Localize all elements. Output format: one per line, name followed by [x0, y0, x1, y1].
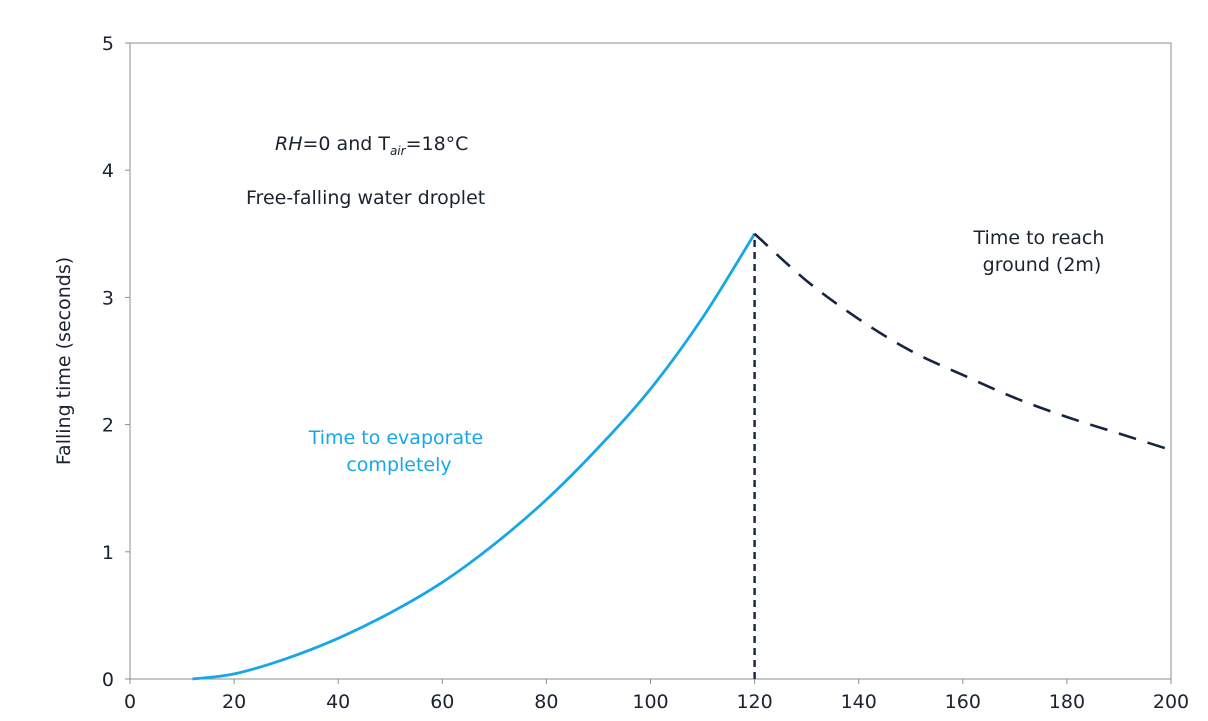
- y-tick-label: 4: [102, 160, 114, 182]
- x-tick-label: 60: [430, 691, 454, 713]
- condition-subscript: air: [390, 144, 407, 158]
- condition-rh: RH: [275, 133, 303, 155]
- y-tick-label: 5: [102, 33, 114, 55]
- y-tick-label: 3: [102, 287, 114, 309]
- axis-ticks: 0 20 40 60 80 100 120 140 160 180 200 0 1 2 3 4 5: [102, 33, 1189, 713]
- condition-rh-value: =0 and T: [303, 133, 391, 155]
- series-layer: [192, 232, 1172, 681]
- ground-annotation: Time to reach ground (2m): [973, 227, 1111, 276]
- x-tick-label: 160: [945, 691, 981, 713]
- ground-line-2: ground (2m): [983, 254, 1102, 276]
- condition-annotation: RH=0 and Tair=18°C: [275, 133, 468, 158]
- x-tick-label: 180: [1049, 691, 1085, 713]
- evaporate-line-1: Time to evaporate: [308, 427, 484, 449]
- x-tick-label: 120: [736, 691, 772, 713]
- x-tick-label: 140: [841, 691, 877, 713]
- droplet-annotation: Free-falling water droplet: [246, 187, 485, 209]
- x-tick-label: 20: [222, 691, 246, 713]
- x-tick-label: 100: [632, 691, 668, 713]
- x-tick-label: 0: [124, 691, 136, 713]
- condition-temp: =18°C: [406, 133, 469, 155]
- y-tick-label: 0: [102, 669, 114, 691]
- y-axis-title: Falling time (seconds): [53, 257, 75, 465]
- evaporate-annotation: Time to evaporate completely: [308, 427, 490, 476]
- x-tick-label: 80: [534, 691, 558, 713]
- y-tick-label: 1: [102, 542, 114, 564]
- x-tick-label: 40: [326, 691, 350, 713]
- series-line-2: [753, 232, 1172, 452]
- y-tick-label: 2: [102, 415, 114, 437]
- x-tick-label: 200: [1153, 691, 1189, 713]
- ground-line-1: Time to reach: [973, 227, 1105, 249]
- evaporate-line-2: completely: [346, 454, 451, 476]
- series-line-1: [192, 233, 756, 681]
